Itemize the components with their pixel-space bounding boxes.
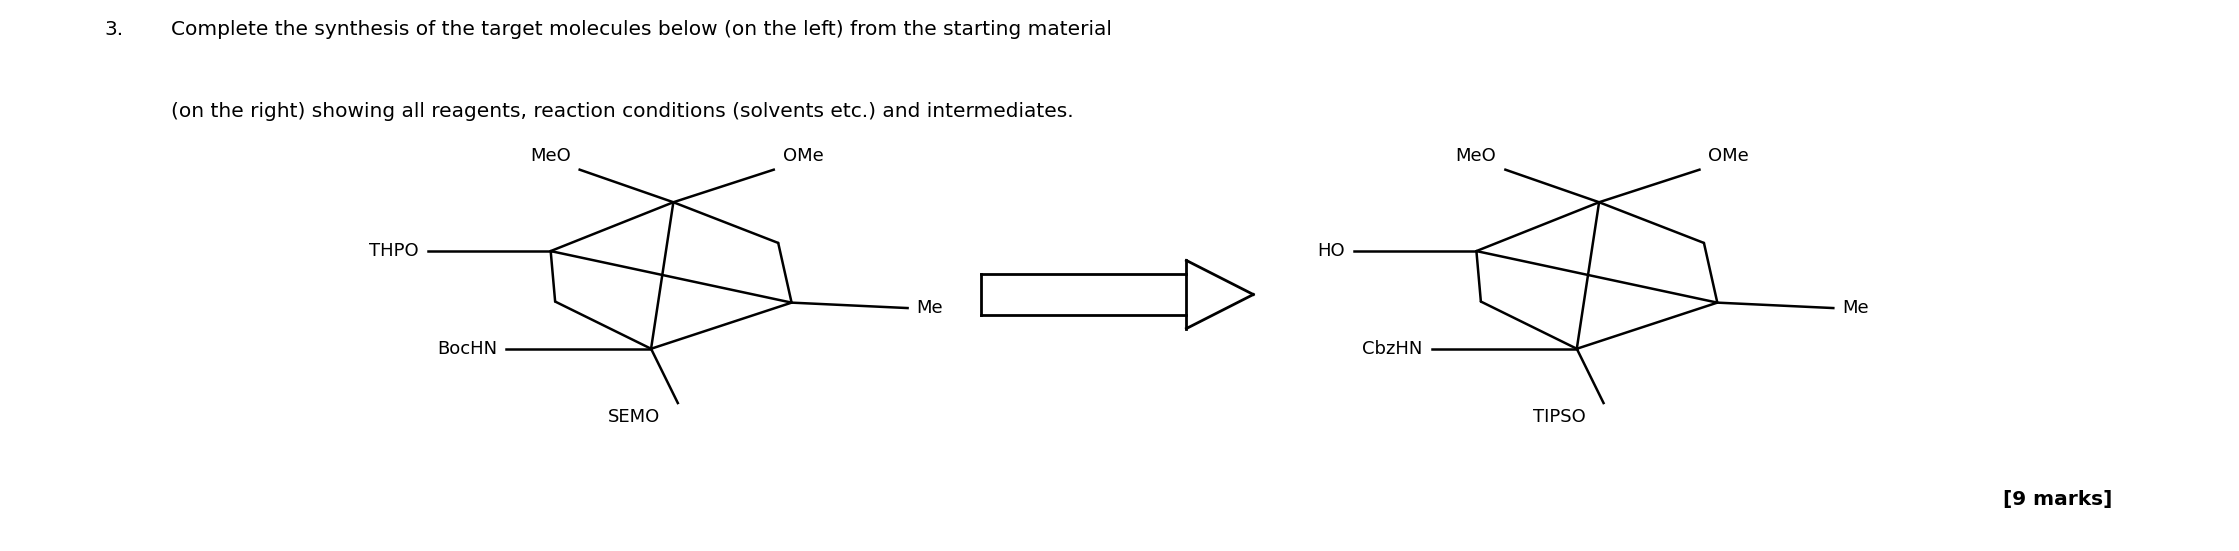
Text: SEMO: SEMO	[607, 408, 661, 426]
Text: CbzHN: CbzHN	[1364, 340, 1422, 358]
Text: (on the right) showing all reagents, reaction conditions (solvents etc.) and int: (on the right) showing all reagents, rea…	[172, 102, 1075, 121]
Text: 3.: 3.	[105, 20, 123, 40]
Text: Me: Me	[1843, 299, 1870, 317]
Text: HO: HO	[1317, 242, 1346, 260]
Text: THPO: THPO	[369, 242, 419, 260]
Text: MeO: MeO	[531, 147, 571, 165]
Text: Complete the synthesis of the target molecules below (on the left) from the star: Complete the synthesis of the target mol…	[172, 20, 1113, 40]
Text: Me: Me	[916, 299, 943, 317]
Text: MeO: MeO	[1455, 147, 1496, 165]
Text: TIPSO: TIPSO	[1534, 408, 1585, 426]
Text: OMe: OMe	[1708, 147, 1749, 165]
Text: BocHN: BocHN	[437, 340, 497, 358]
Text: [9 marks]: [9 marks]	[2002, 490, 2111, 509]
Text: OMe: OMe	[784, 147, 824, 165]
